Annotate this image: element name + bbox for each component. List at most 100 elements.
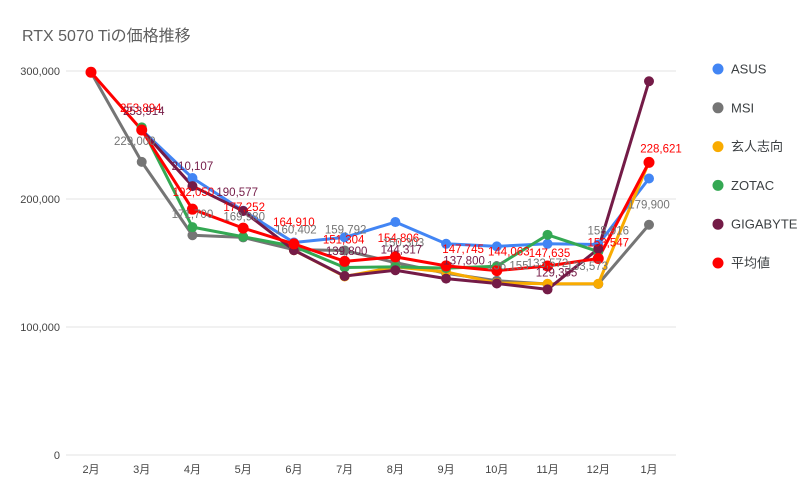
data-point-平均値-6月[interactable]	[288, 238, 300, 250]
point-label-133,572: 133,572	[527, 258, 569, 270]
point-label-171,700: 171,700	[172, 209, 214, 221]
data-point-平均値-12月[interactable]	[592, 252, 604, 264]
y-axis-tick: 200,000	[20, 194, 60, 206]
point-label-137,800: 137,800	[443, 256, 485, 268]
point-label-150,303: 150,303	[383, 238, 425, 250]
x-axis-tick: 11月	[536, 464, 558, 476]
data-point-ZOTAC-11月[interactable]	[542, 229, 553, 240]
point-label-169,980: 169,980	[223, 211, 265, 223]
x-axis-tick: 4月	[184, 464, 201, 476]
x-axis-tick: 12月	[587, 464, 610, 476]
legend-label: 玄人志向	[731, 139, 783, 154]
point-label-159,792: 159,792	[325, 224, 367, 236]
point-label-160,402: 160,402	[275, 225, 317, 237]
x-axis-tick: 8月	[387, 464, 404, 476]
legend-label: GIGABYTE	[731, 217, 798, 232]
point-label-154,806: 154,806	[378, 233, 420, 245]
legend-item-玄人志向[interactable]: 玄人志向	[712, 139, 784, 154]
point-label-144,317: 144,317	[381, 244, 423, 256]
data-point-玄人志向-12月[interactable]	[593, 278, 604, 289]
data-point-平均値-10月[interactable]	[491, 265, 503, 277]
y-axis-tick: 100,000	[20, 322, 60, 334]
legend-dot-平均値	[712, 257, 724, 269]
point-label-147,635: 147,635	[529, 248, 571, 260]
y-axis-tick: 0	[54, 450, 60, 462]
y-axis-tick: 300,000	[20, 66, 60, 78]
x-axis-tick: 7月	[336, 464, 353, 476]
data-point-GIGABYTE-5月[interactable]	[238, 206, 249, 217]
legend-dot-GIGABYTE	[712, 218, 724, 230]
data-point-MSI-7月[interactable]	[339, 245, 350, 256]
chart-title: RTX 5070 Tiの価格推移	[22, 28, 191, 45]
data-point-平均値-8月[interactable]	[389, 251, 401, 263]
point-label-190,577: 190,577	[216, 187, 258, 199]
data-point-GIGABYTE-12月[interactable]	[593, 243, 604, 254]
point-label-164,910: 164,910	[273, 217, 315, 229]
data-point-GIGABYTE-10月[interactable]	[491, 278, 502, 289]
data-point-ZOTAC-4月[interactable]	[187, 222, 198, 233]
point-label-147,745: 147,745	[442, 244, 484, 256]
point-label-177,252: 177,252	[223, 202, 265, 214]
data-point-ASUS-7月[interactable]	[339, 232, 350, 243]
data-point-ASUS-9月[interactable]	[441, 238, 452, 249]
point-label-253,894: 253,894	[120, 103, 162, 115]
data-point-MSI-1月[interactable]	[644, 219, 654, 230]
data-point-平均値-2月[interactable]	[85, 66, 97, 78]
legend-label: 平均値	[731, 256, 770, 271]
data-point-ASUS-11月[interactable]	[542, 238, 553, 249]
legend-label: MSI	[731, 100, 754, 115]
legend-item-GIGABYTE[interactable]: GIGABYTE	[712, 217, 798, 232]
point-label-139,800: 139,800	[326, 246, 368, 258]
x-axis-tick: 5月	[235, 464, 252, 476]
legend-label: ZOTAC	[731, 178, 774, 193]
data-point-平均値-4月[interactable]	[186, 203, 198, 215]
point-label-210,107: 210,107	[172, 161, 214, 173]
legend-label: ASUS	[731, 62, 767, 77]
data-point-ASUS-1月[interactable]	[644, 173, 654, 184]
x-axis-tick: 9月	[438, 464, 455, 476]
data-point-MSI-3月[interactable]	[136, 156, 147, 167]
point-label-179,900: 179,900	[628, 200, 670, 212]
data-point-ASUS-8月[interactable]	[390, 217, 401, 228]
data-point-平均値-1月[interactable]	[643, 156, 655, 168]
legend-dot-MSI	[712, 102, 724, 114]
series-line-平均値	[89, 70, 651, 273]
point-label-153,547: 153,547	[587, 237, 629, 249]
legend-item-ASUS[interactable]: ASUS	[712, 62, 767, 77]
data-point-GIGABYTE-11月[interactable]	[542, 284, 553, 295]
data-point-GIGABYTE-9月[interactable]	[441, 273, 452, 284]
legend-dot-ASUS	[712, 63, 724, 75]
data-point-平均値-11月[interactable]	[542, 260, 554, 272]
data-point-GIGABYTE-4月[interactable]	[187, 181, 198, 192]
legend-item-平均値[interactable]: 平均値	[712, 256, 771, 271]
legend-item-ZOTAC[interactable]: ZOTAC	[712, 178, 775, 193]
data-point-平均値-9月[interactable]	[440, 260, 452, 272]
x-axis-tick: 3月	[133, 464, 150, 476]
data-point-ASUS-10月[interactable]	[491, 241, 502, 252]
point-label-129,355: 129,355	[536, 267, 578, 279]
x-axis-tick: 10月	[485, 464, 508, 476]
data-point-GIGABYTE-8月[interactable]	[390, 265, 401, 276]
data-point-ZOTAC-5月[interactable]	[238, 231, 249, 242]
point-label-151,304: 151,304	[323, 234, 365, 246]
point-label-228,621: 228,621	[640, 143, 682, 155]
data-point-GIGABYTE-1月[interactable]	[644, 76, 654, 87]
legend-dot-ZOTAC	[712, 179, 724, 191]
data-point-平均値-3月[interactable]	[136, 124, 148, 136]
data-point-ASUS-4月[interactable]	[187, 173, 198, 184]
legend-item-MSI[interactable]: MSI	[712, 100, 755, 115]
point-label-158,916: 158,916	[587, 226, 629, 238]
x-axis-tick: 6月	[285, 464, 302, 476]
legend-dot-玄人志向	[712, 141, 724, 153]
point-label-192,050: 192,050	[173, 187, 215, 199]
data-point-GIGABYTE-7月[interactable]	[339, 271, 350, 282]
point-label-229,000: 229,000	[114, 136, 156, 148]
x-axis-tick: 2月	[82, 464, 99, 476]
series-line-ZOTAC	[140, 125, 600, 270]
data-point-平均値-7月[interactable]	[339, 255, 351, 267]
data-point-MSI-4月[interactable]	[187, 230, 198, 241]
point-label-136,155: 136,155	[487, 261, 529, 273]
data-point-平均値-5月[interactable]	[237, 222, 249, 234]
point-label-144,063: 144,063	[488, 247, 530, 259]
